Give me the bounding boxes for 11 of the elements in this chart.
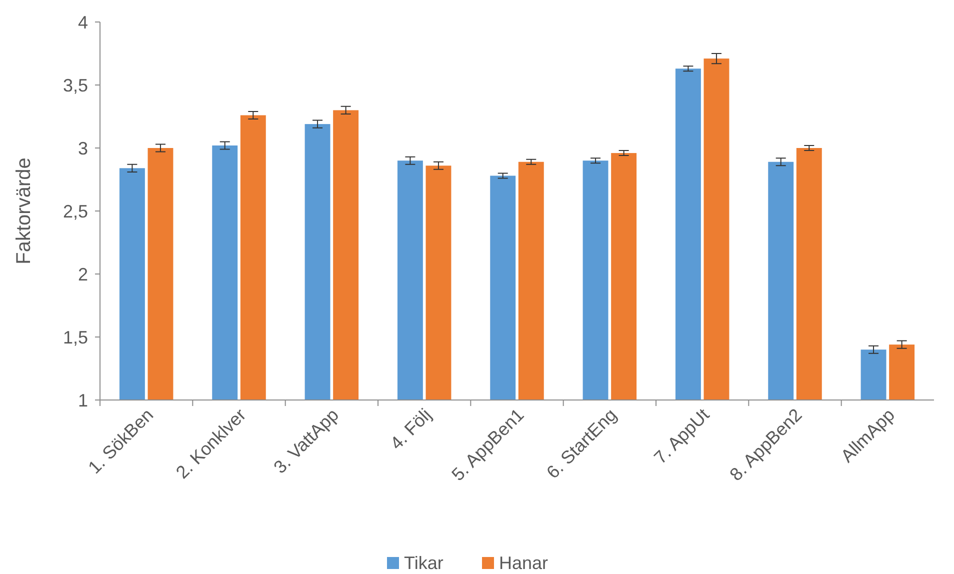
- legend-label: Hanar: [499, 553, 548, 573]
- y-tick-label: 2,5: [62, 201, 88, 222]
- x-tick-label: 4. Följ: [386, 404, 436, 454]
- y-tick-label: 3: [78, 138, 88, 158]
- y-tick-label: 1,5: [62, 327, 88, 348]
- legend-label: Tikar: [404, 553, 444, 573]
- y-tick-label: 4: [78, 12, 88, 32]
- y-tick-label: 1: [78, 390, 88, 410]
- y-axis-title: Faktorvärde: [13, 158, 35, 264]
- y-tick-label: 2: [78, 264, 88, 284]
- y-tick-label: 3,5: [62, 75, 88, 96]
